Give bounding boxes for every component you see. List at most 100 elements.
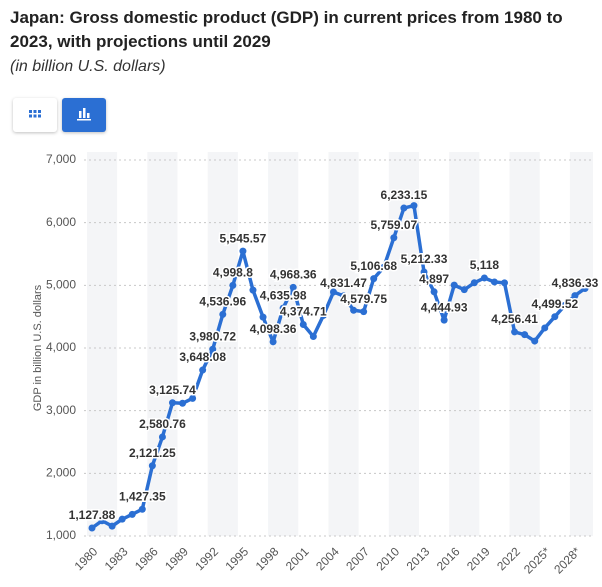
data-point xyxy=(521,331,529,339)
y-tick-label: 3,000 xyxy=(46,403,76,417)
data-point xyxy=(279,304,287,312)
data-label: 4,499.52 xyxy=(531,297,578,311)
x-tick-label: 2013 xyxy=(404,544,433,573)
data-point xyxy=(259,313,267,321)
data-point xyxy=(551,313,559,321)
data-point xyxy=(501,279,509,287)
data-point xyxy=(309,333,317,341)
x-tick-label: 2016 xyxy=(434,544,463,573)
data-label: 5,118 xyxy=(470,258,500,272)
x-tick-label: 2001 xyxy=(283,544,312,573)
x-tick-label: 1980 xyxy=(72,544,101,573)
band xyxy=(86,152,118,536)
data-point xyxy=(118,515,126,523)
data-point xyxy=(158,433,166,441)
chart-icon xyxy=(77,108,91,121)
x-tick-label: 2022 xyxy=(494,544,523,573)
band xyxy=(328,152,359,536)
data-point xyxy=(581,284,589,292)
data-point xyxy=(571,292,579,300)
data-point xyxy=(480,274,488,282)
data-label: 2,121.25 xyxy=(129,446,176,460)
data-point xyxy=(370,275,378,283)
data-label: 4,897 xyxy=(419,272,449,286)
data-point xyxy=(179,399,187,407)
data-point xyxy=(400,204,408,212)
data-point xyxy=(239,247,247,255)
data-label: 4,998.8 xyxy=(213,266,253,280)
band xyxy=(207,152,238,536)
data-point xyxy=(420,268,428,276)
data-point xyxy=(128,510,136,518)
data-label: 5,212.33 xyxy=(401,252,448,266)
data-point xyxy=(88,524,96,532)
table-view-button[interactable] xyxy=(13,98,57,132)
data-label: 5,545.57 xyxy=(220,231,267,245)
band xyxy=(449,152,480,536)
data-label: 4,374.71 xyxy=(280,305,327,319)
data-label: 4,836.33 xyxy=(552,276,599,290)
data-point xyxy=(219,310,227,318)
chart-view-button[interactable] xyxy=(62,98,106,132)
data-point xyxy=(350,306,358,314)
data-point xyxy=(360,308,368,316)
data-point xyxy=(430,288,438,296)
data-point xyxy=(470,279,478,287)
y-tick-label: 5,000 xyxy=(46,278,76,292)
data-label: 4,635.98 xyxy=(260,288,307,302)
x-tick-label: 2010 xyxy=(373,544,402,573)
data-point xyxy=(440,316,448,324)
data-point xyxy=(199,366,207,374)
data-label: 5,759.07 xyxy=(370,218,417,232)
x-tick-label: 2007 xyxy=(343,544,372,573)
data-label: 4,098.36 xyxy=(250,322,297,336)
data-point xyxy=(380,263,388,271)
data-label: 4,968.36 xyxy=(270,267,317,281)
data-point xyxy=(319,311,327,319)
data-point xyxy=(138,505,146,513)
x-tick-label: 1995 xyxy=(223,544,252,573)
data-point xyxy=(410,202,418,210)
data-point xyxy=(460,286,468,294)
x-tick-label: 1986 xyxy=(132,544,161,573)
data-point xyxy=(148,462,156,470)
data-point xyxy=(249,286,257,294)
data-point xyxy=(511,328,519,336)
x-tick-label: 1992 xyxy=(192,544,221,573)
data-point xyxy=(168,399,176,407)
data-point xyxy=(541,324,549,332)
data-point xyxy=(390,234,398,242)
data-point xyxy=(561,301,569,309)
chart-title: Japan: Gross domestic product (GDP) in c… xyxy=(10,8,563,51)
band xyxy=(569,152,593,536)
data-label: 1,427.35 xyxy=(119,489,166,503)
data-label: 4,579.75 xyxy=(340,292,387,306)
y-tick-label: 7,000 xyxy=(46,152,76,166)
data-point xyxy=(289,283,297,291)
y-tick-label: 4,000 xyxy=(46,340,76,354)
table-icon xyxy=(29,110,41,118)
x-tick-label: 1998 xyxy=(253,544,282,573)
data-point xyxy=(490,278,498,286)
x-tick-label: 2028* xyxy=(551,544,583,576)
data-point xyxy=(299,321,307,329)
data-point xyxy=(340,292,348,300)
data-label: 4,444.93 xyxy=(421,300,468,314)
chart-subtitle: (in billion U.S. dollars) xyxy=(10,58,166,75)
x-tick-label: 1989 xyxy=(162,544,191,573)
data-label: 3,980.72 xyxy=(189,329,236,343)
data-point xyxy=(450,281,458,289)
data-label: 3,648.08 xyxy=(179,350,226,364)
y-tick-label: 1,000 xyxy=(46,528,76,542)
data-label: 3,125.74 xyxy=(149,383,196,397)
data-label: 4,536.96 xyxy=(199,295,246,309)
y-tick-label: 6,000 xyxy=(46,215,76,229)
data-point xyxy=(229,281,237,289)
data-point xyxy=(329,288,337,296)
x-tick-label: 2004 xyxy=(313,544,342,573)
band xyxy=(147,152,178,536)
data-point xyxy=(98,517,106,525)
y-tick-label: 2,000 xyxy=(46,466,76,480)
